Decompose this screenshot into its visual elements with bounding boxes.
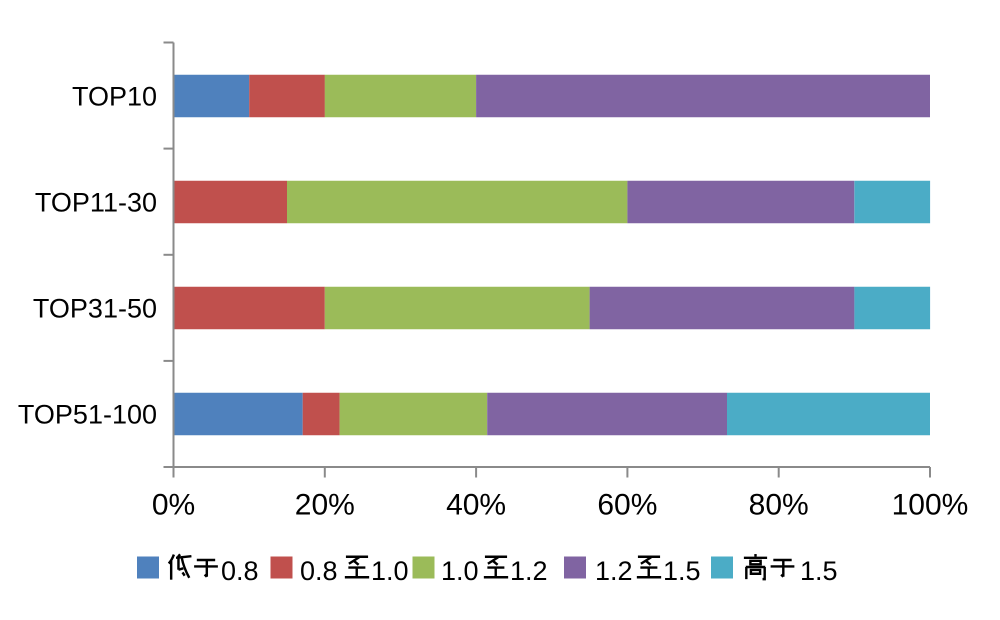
svg-text:TOP10: TOP10 [72, 82, 157, 112]
svg-text:TOP11-30: TOP11-30 [35, 188, 157, 218]
svg-text:40%: 40% [446, 489, 506, 522]
svg-text:TOP51-100: TOP51-100 [18, 400, 157, 430]
svg-text:20%: 20% [295, 489, 355, 522]
svg-text:1.0: 1.0 [441, 556, 479, 586]
svg-text:1.2: 1.2 [510, 556, 548, 586]
svg-text:TOP31-50: TOP31-50 [33, 294, 157, 324]
svg-text:1.5: 1.5 [800, 556, 838, 586]
svg-text:80%: 80% [749, 489, 809, 522]
svg-text:0.8: 0.8 [221, 556, 259, 586]
svg-text:0%: 0% [152, 489, 195, 522]
svg-text:1.5: 1.5 [663, 556, 701, 586]
svg-text:1.2: 1.2 [595, 556, 633, 586]
svg-text:0.8: 0.8 [300, 556, 338, 586]
svg-text:100%: 100% [892, 489, 969, 522]
svg-text:60%: 60% [597, 489, 657, 522]
svg-text:1.0: 1.0 [371, 556, 409, 586]
